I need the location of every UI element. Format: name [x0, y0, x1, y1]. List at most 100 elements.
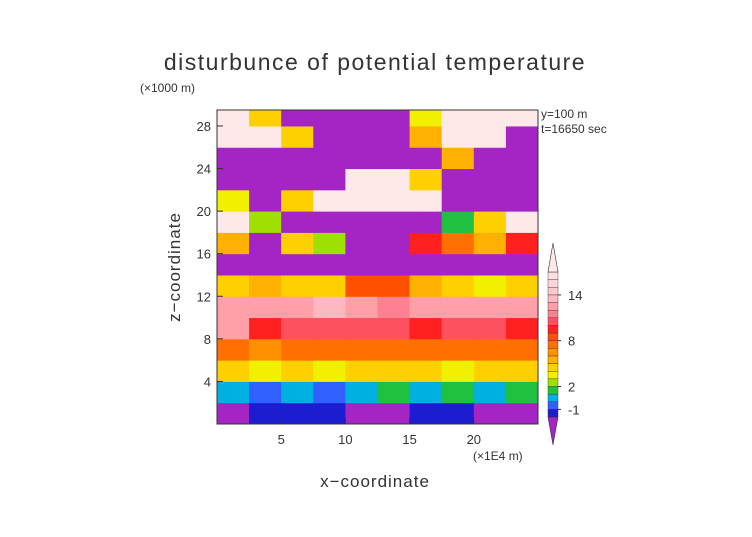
contour-cell: [217, 360, 250, 382]
contour-cell: [313, 232, 346, 255]
contour-cell: [281, 211, 314, 233]
contour-cell: [505, 360, 538, 382]
colorbar-extend-high: [547, 242, 559, 273]
y-tick-label: 8: [204, 332, 211, 347]
contour-cell: [441, 125, 475, 148]
contour-cell: [313, 253, 346, 276]
contour-cell: [281, 402, 314, 424]
contour-cell: [217, 338, 250, 361]
contour-cell: [217, 125, 250, 148]
contour-cell: [345, 211, 378, 233]
contour-cell: [409, 168, 443, 191]
contour-cell: [473, 232, 507, 255]
annotation: y=100 m: [541, 107, 587, 121]
contour-cell: [345, 110, 378, 127]
contour-cell: [281, 296, 314, 319]
contour-cell: [249, 110, 282, 127]
contour-cell: [473, 296, 507, 319]
contour-cell: [345, 189, 378, 212]
contour-cell: [217, 110, 250, 127]
x-tick-label: 10: [338, 432, 352, 447]
contour-cell: [473, 147, 507, 170]
contour-cell: [441, 232, 475, 255]
colorbar-band: [547, 340, 559, 349]
contour-cell: [313, 296, 346, 319]
contour-cell: [249, 232, 282, 255]
colorbar-band: [547, 401, 559, 410]
colorbar-tick-label: 14: [568, 288, 582, 303]
colorbar-band: [547, 309, 559, 318]
colorbar-band: [547, 393, 559, 402]
contour-cell: [313, 317, 346, 340]
contour-cell: [409, 232, 443, 255]
contour-cell: [505, 211, 538, 233]
contour-cell: [313, 189, 346, 212]
contour-cell: [217, 381, 250, 404]
contour-cell: [249, 296, 282, 319]
colorbar-band: [547, 317, 559, 326]
contour-cell: [249, 338, 282, 361]
contour-cell: [377, 317, 411, 340]
contour-cell: [249, 125, 282, 148]
contour-cell: [473, 317, 507, 340]
contour-cell: [505, 110, 538, 127]
contour-cell: [473, 360, 507, 382]
y-unit: (×1000 m): [140, 81, 195, 95]
contour-cell: [409, 189, 443, 212]
contour-cell: [505, 296, 538, 319]
contour-cell: [377, 402, 411, 424]
contour-cell: [345, 360, 378, 382]
contour-cell: [441, 147, 475, 170]
contour-cell: [505, 253, 538, 276]
contour-cell: [249, 381, 282, 404]
contour-cell: [217, 296, 250, 319]
contour-cell: [217, 168, 250, 191]
contour-cell: [313, 211, 346, 233]
contour-cell: [249, 317, 282, 340]
contour-cell: [473, 274, 507, 297]
contour-cell: [441, 402, 475, 424]
contour-cell: [441, 110, 475, 127]
contour-cell: [249, 253, 282, 276]
contour-cell: [441, 211, 475, 233]
colorbar-band: [547, 371, 559, 380]
contour-cell: [409, 402, 443, 424]
colorbar-band: [547, 279, 559, 288]
contour-cell: [281, 317, 314, 340]
contour-cell: [441, 381, 475, 404]
y-tick-label: 16: [197, 247, 211, 262]
contour-cell: [377, 147, 411, 170]
contour-cell: [473, 381, 507, 404]
contour-cell: [377, 189, 411, 212]
contour-cell: [249, 147, 282, 170]
contour-cell: [441, 168, 475, 191]
contour-cell: [217, 147, 250, 170]
contour-cell: [281, 232, 314, 255]
contour-cell: [505, 147, 538, 170]
colorbar-band: [547, 294, 559, 303]
contour-cell: [217, 189, 250, 212]
contour-cell: [345, 338, 378, 361]
chart-title: disturbunce of potential temperature: [164, 49, 586, 75]
contour-cell: [249, 211, 282, 233]
colorbar-extend-low: [547, 416, 559, 446]
contour-cell: [281, 189, 314, 212]
contour-cell: [249, 402, 282, 424]
colorbar-band: [547, 355, 559, 364]
contour-cell: [313, 125, 346, 148]
contour-cell: [505, 402, 538, 424]
contour-cell: [441, 360, 475, 382]
contour-cell: [505, 168, 538, 191]
contour-cell: [409, 381, 443, 404]
contour-cell: [473, 211, 507, 233]
x-tick-label: 20: [467, 432, 481, 447]
contour-cell: [473, 253, 507, 276]
contour-cell: [409, 338, 443, 361]
contour-cell: [313, 381, 346, 404]
contour-cell: [409, 360, 443, 382]
contour-cell: [409, 253, 443, 276]
contour-cell: [281, 274, 314, 297]
colorbar-band: [547, 332, 559, 341]
contour-cell: [281, 147, 314, 170]
